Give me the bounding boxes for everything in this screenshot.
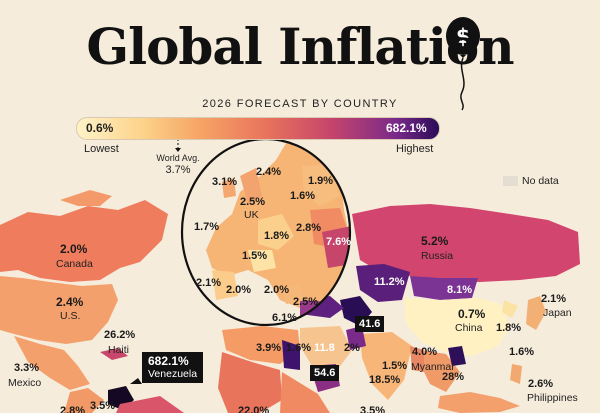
page-title: Global Inflation (86, 17, 514, 76)
region-myanmar (410, 346, 424, 372)
europe-value: 2.1% (196, 277, 222, 289)
scale-low-label: Lowest (84, 143, 119, 155)
europe-value: 1.5% (242, 250, 268, 262)
region-us (0, 276, 118, 344)
region-pakistan (346, 326, 366, 350)
color-scale-bar (76, 117, 440, 140)
region-value: 3.5% (360, 405, 386, 413)
region-central-america (64, 388, 104, 413)
region-value: 2.8% (60, 405, 86, 413)
country-name-us: U.S. (60, 310, 81, 322)
region-value: 1.8% (496, 322, 522, 334)
world-avg-value: 3.7% (165, 164, 191, 176)
country-value-haiti: 26.2% (104, 329, 136, 341)
world-avg-label: World Avg. 3.7% (150, 152, 206, 176)
region-central-asia (356, 264, 410, 302)
country-name-haiti: Haiti (108, 344, 130, 356)
no-data-label: No data (522, 175, 559, 187)
scale-min-value: 0.6% (86, 121, 114, 135)
region-sudan (282, 340, 300, 370)
region-central-africa (280, 372, 330, 413)
country-value-canada: 2.0% (60, 242, 88, 256)
region-korea (502, 300, 518, 318)
country-name-canada: Canada (56, 258, 93, 270)
country-name-myanmar: Myanmar (411, 361, 455, 373)
region-value-tag: 54.6 (310, 365, 340, 381)
region-india (360, 332, 412, 400)
region-north-africa (222, 326, 300, 364)
region-value: 2% (344, 342, 360, 354)
region-canada-north (60, 190, 112, 206)
europe-value: 1.8% (264, 230, 290, 242)
region-value: 1.6% (286, 342, 312, 354)
region-value: 22.0% (238, 405, 270, 413)
region-value-tag: 41.6 (355, 316, 385, 332)
region-russia (352, 204, 580, 282)
region-philippines (510, 364, 522, 384)
region-china (404, 298, 510, 356)
country-name-russia: Russia (421, 250, 454, 262)
region-sea (420, 350, 460, 392)
region-value: 8.1% (447, 284, 473, 296)
region-value: 18.5% (369, 374, 401, 386)
europe-value: 6.1% (272, 312, 298, 324)
country-value-philippines: 2.6% (528, 378, 554, 390)
region-west-africa (218, 352, 282, 413)
country-value-mexico: 3.3% (14, 362, 40, 374)
region-value: 28% (442, 371, 465, 383)
country-name-china: China (455, 322, 483, 334)
country-value-uk: 2.5% (240, 196, 266, 208)
world-avg-text: World Avg. (156, 153, 200, 163)
region-indonesia (438, 392, 520, 413)
europe-value: 1.9% (308, 175, 334, 187)
europe-value: 2.0% (226, 284, 252, 296)
country-name-philippines: Philippines (527, 392, 578, 404)
region-value: 3.9% (256, 342, 282, 354)
country-value-russia: 5.2% (421, 234, 449, 248)
europe-value: 2.8% (296, 222, 322, 234)
country-name-venezuela: Venezuela (148, 368, 198, 380)
country-name-mexico: Mexico (8, 377, 42, 389)
no-data-swatch (503, 176, 518, 186)
region-south-america (116, 396, 184, 413)
europe-value: 1.6% (290, 190, 316, 202)
region-value: 11.8 (314, 342, 335, 354)
region-value: 3.5% (90, 400, 116, 412)
country-value-china: 0.7% (458, 307, 486, 321)
svg-text:$: $ (456, 24, 470, 48)
region-mexico (14, 336, 90, 390)
country-name-japan: Japan (543, 307, 572, 319)
country-value-japan: 2.1% (541, 293, 567, 305)
europe-value: 7.6% (326, 236, 352, 248)
europe-value: 1.7% (194, 221, 220, 233)
region-canada (0, 200, 168, 282)
country-value-us: 2.4% (56, 295, 84, 309)
venezuela-callout: 682.1% Venezuela (142, 352, 204, 383)
region-mongolia (410, 276, 478, 300)
country-value-venezuela: 682.1% (148, 354, 189, 368)
europe-inset (180, 137, 352, 327)
region-value: 1.5% (382, 360, 408, 372)
region-value: 1.6% (509, 346, 535, 358)
world-avg-marker (175, 148, 181, 152)
europe-value: 2.5% (293, 296, 319, 308)
region-caribbean (100, 348, 128, 360)
country-name-uk: UK (244, 209, 259, 221)
region-value: 11.2% (374, 276, 405, 288)
page-subtitle: 2026 FORECAST BY COUNTRY (202, 98, 398, 110)
scale-max-value: 682.1% (386, 121, 427, 135)
region-laos (448, 346, 466, 366)
europe-value: 2.0% (264, 284, 290, 296)
dollar-balloon-icon: $ (446, 17, 480, 111)
country-value-myanmar: 4.0% (412, 346, 438, 358)
europe-value: 3.1% (212, 176, 238, 188)
region-arabia (300, 326, 352, 372)
scale-high-label: Highest (396, 143, 434, 155)
region-japan (526, 296, 546, 330)
venezuela-pointer (130, 378, 142, 384)
europe-value: 2.4% (256, 166, 282, 178)
